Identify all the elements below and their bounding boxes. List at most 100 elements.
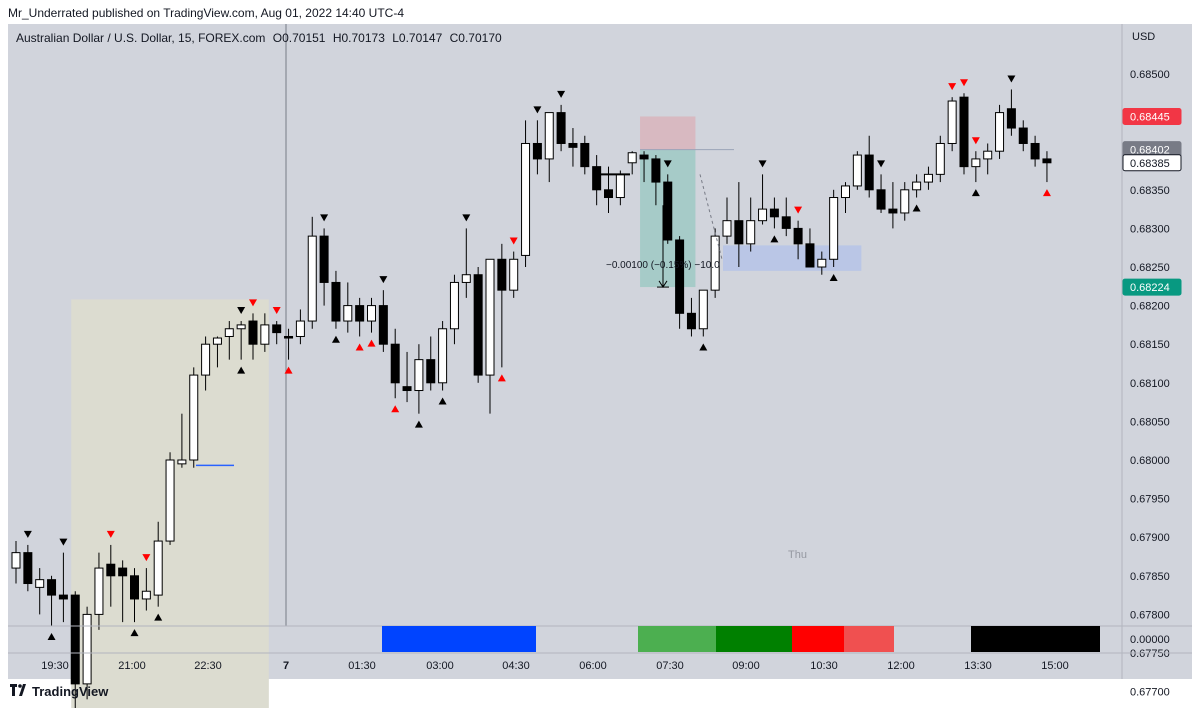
candle	[829, 189, 839, 267]
candle	[923, 166, 933, 190]
candle-body	[449, 281, 459, 330]
candle-body	[355, 305, 365, 322]
candle-body	[983, 150, 993, 160]
candle-body	[864, 154, 874, 191]
candle	[319, 228, 329, 306]
signal-down-marker	[272, 307, 281, 315]
candle	[272, 321, 282, 345]
x-tick-label: 13:30	[964, 660, 992, 672]
candle-body	[414, 359, 424, 392]
candle	[663, 174, 673, 244]
candle	[580, 135, 590, 175]
candle-body	[923, 173, 933, 183]
signal-up-marker	[414, 420, 423, 428]
candle-body	[378, 305, 388, 345]
candles-layer	[11, 89, 1052, 708]
footer-branding[interactable]: TradingView	[10, 684, 108, 699]
candle-body	[793, 227, 803, 245]
y-tick-label: 0.68050	[1130, 416, 1170, 428]
candle-body	[758, 208, 768, 222]
x-tick-label: 21:00	[118, 660, 146, 672]
candle	[212, 336, 222, 368]
candle-body	[615, 173, 625, 199]
projection-dashed-line	[699, 174, 723, 260]
candle-body	[201, 343, 211, 376]
candle-body	[627, 152, 637, 164]
candle-body	[852, 154, 862, 187]
candle-body	[485, 258, 495, 376]
candle	[722, 197, 732, 244]
candle	[449, 274, 459, 345]
currency-label: USD	[1132, 31, 1155, 43]
y-tick-label: 0.68100	[1130, 378, 1170, 390]
candle-body	[781, 216, 791, 229]
y-tick-label: 0.68350	[1130, 185, 1170, 197]
signal-up-marker	[699, 343, 708, 351]
signal-up-marker	[367, 339, 376, 347]
candle	[485, 258, 495, 414]
signal-up-marker	[1042, 189, 1051, 197]
panel-segment	[792, 626, 844, 652]
panel-segment	[844, 626, 894, 652]
candle-body	[272, 324, 282, 334]
candle-body	[805, 243, 815, 268]
axes-layer: 0.685000.684500.684000.683500.683000.682…	[41, 31, 1182, 699]
signal-up-marker	[497, 374, 506, 382]
signal-up-marker	[130, 629, 139, 637]
candle-body	[995, 112, 1005, 152]
candle-body	[734, 220, 744, 245]
candle	[639, 151, 649, 183]
candle-body	[651, 158, 661, 183]
x-tick-label: 7	[283, 660, 289, 672]
candle	[236, 321, 246, 360]
candle	[698, 289, 708, 337]
price-badge: 0.68445	[1122, 107, 1182, 125]
candle	[521, 120, 531, 267]
candle	[414, 344, 424, 414]
candle-body	[710, 235, 720, 291]
panel-segment	[382, 626, 536, 652]
candle	[331, 270, 341, 329]
candle-body	[580, 142, 590, 168]
candle-body	[47, 579, 57, 596]
candle-body	[130, 575, 139, 600]
candle-body	[497, 258, 507, 291]
candle-body	[118, 567, 128, 577]
candle-body	[177, 459, 187, 465]
price-badge-bg	[1122, 154, 1182, 172]
candle	[852, 151, 862, 190]
candle	[343, 282, 353, 333]
signal-down-marker	[106, 530, 115, 538]
candle-body	[402, 386, 412, 392]
candle	[367, 297, 376, 333]
candle-body	[189, 374, 199, 461]
legend-symbol: Australian Dollar / U.S. Dollar, 15, FOR…	[16, 31, 266, 45]
candle	[758, 174, 768, 225]
signal-down-marker	[877, 160, 886, 168]
candle-body	[876, 189, 886, 210]
signal-up-marker	[331, 335, 340, 343]
candle	[390, 328, 400, 399]
x-tick-label: 03:00	[426, 660, 454, 672]
markers-layer	[23, 75, 1051, 640]
candle-body	[829, 197, 839, 260]
price-badge-label: 0.68385	[1130, 158, 1170, 170]
candle-body	[544, 112, 554, 160]
signal-down-marker	[663, 160, 672, 168]
price-badge-bg	[1122, 278, 1182, 296]
candle-body	[82, 613, 92, 685]
candle	[70, 591, 80, 708]
signal-down-marker	[948, 83, 957, 91]
candle-body	[94, 567, 104, 615]
candle-body	[307, 235, 317, 322]
x-tick-label: 09:00	[732, 660, 760, 672]
candle	[355, 297, 365, 337]
session-label: Thu	[788, 549, 807, 561]
price-badge-label: 0.68445	[1130, 111, 1170, 123]
candle-body	[521, 142, 531, 256]
candle-body	[248, 320, 258, 345]
x-tick-label: 07:30	[656, 660, 684, 672]
candle	[1006, 89, 1016, 136]
signal-down-marker	[142, 554, 151, 562]
